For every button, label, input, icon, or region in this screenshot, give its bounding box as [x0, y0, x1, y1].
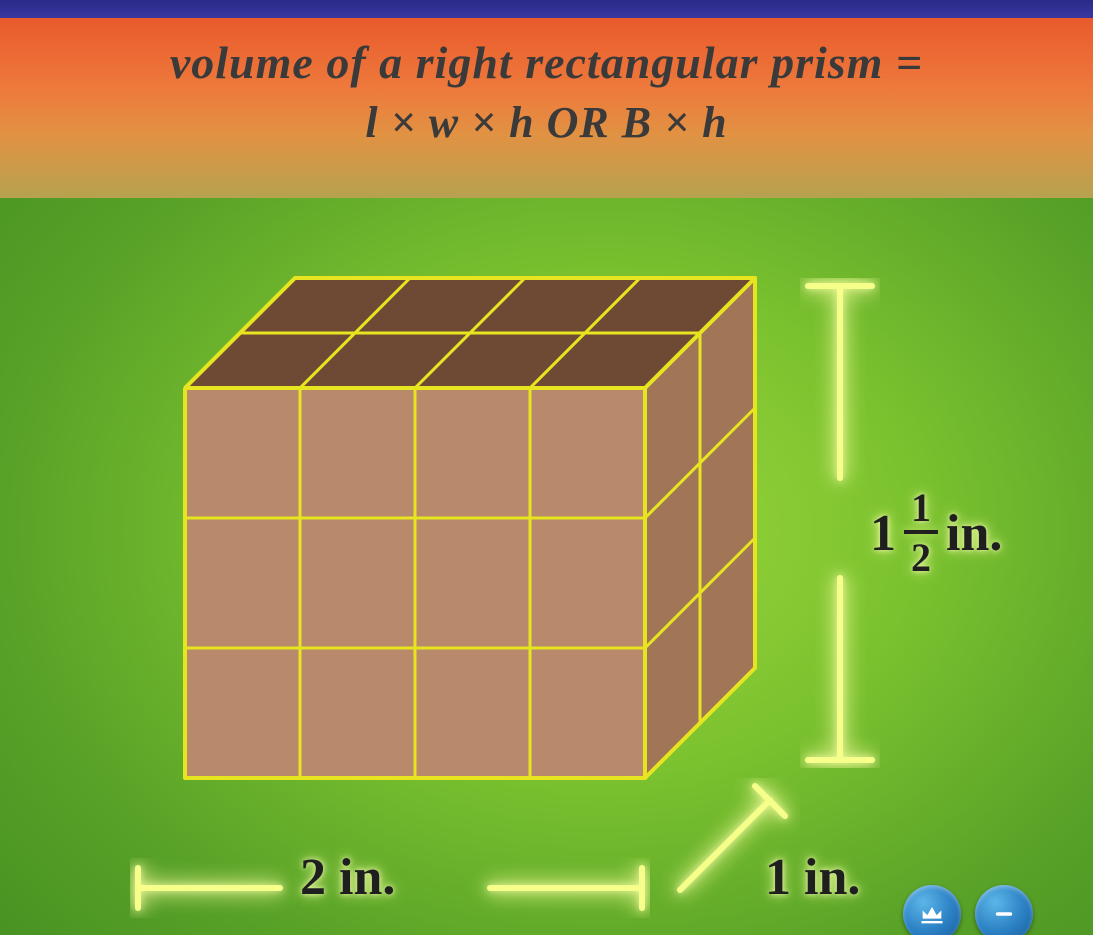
- formula-header: volume of a right rectangular prism = l …: [0, 18, 1093, 198]
- toolbar-partial: [903, 885, 1033, 935]
- crown-icon: [918, 900, 946, 928]
- minus-icon: [990, 900, 1018, 928]
- height-whole: 1: [870, 504, 896, 563]
- formula-body: l × w × h OR B × h: [0, 97, 1093, 148]
- prism-svg: [165, 248, 785, 808]
- height-bracket: [800, 278, 880, 768]
- height-denominator: 2: [911, 534, 931, 578]
- height-fraction: 1 2: [904, 488, 938, 578]
- diagram-stage: 2 in. 1 in. 1 1 2 in.: [0, 198, 1093, 935]
- width-label: 1 in.: [765, 848, 860, 907]
- minus-button[interactable]: [975, 885, 1033, 935]
- formula-title: volume of a right rectangular prism =: [0, 36, 1093, 89]
- height-label: 1 1 2 in.: [870, 488, 1002, 578]
- height-unit: in.: [946, 504, 1002, 563]
- crown-button[interactable]: [903, 885, 961, 935]
- rectangular-prism: [165, 248, 785, 808]
- height-numerator: 1: [911, 488, 931, 530]
- window-titlebar-strip: [0, 0, 1093, 18]
- length-label: 2 in.: [300, 848, 395, 907]
